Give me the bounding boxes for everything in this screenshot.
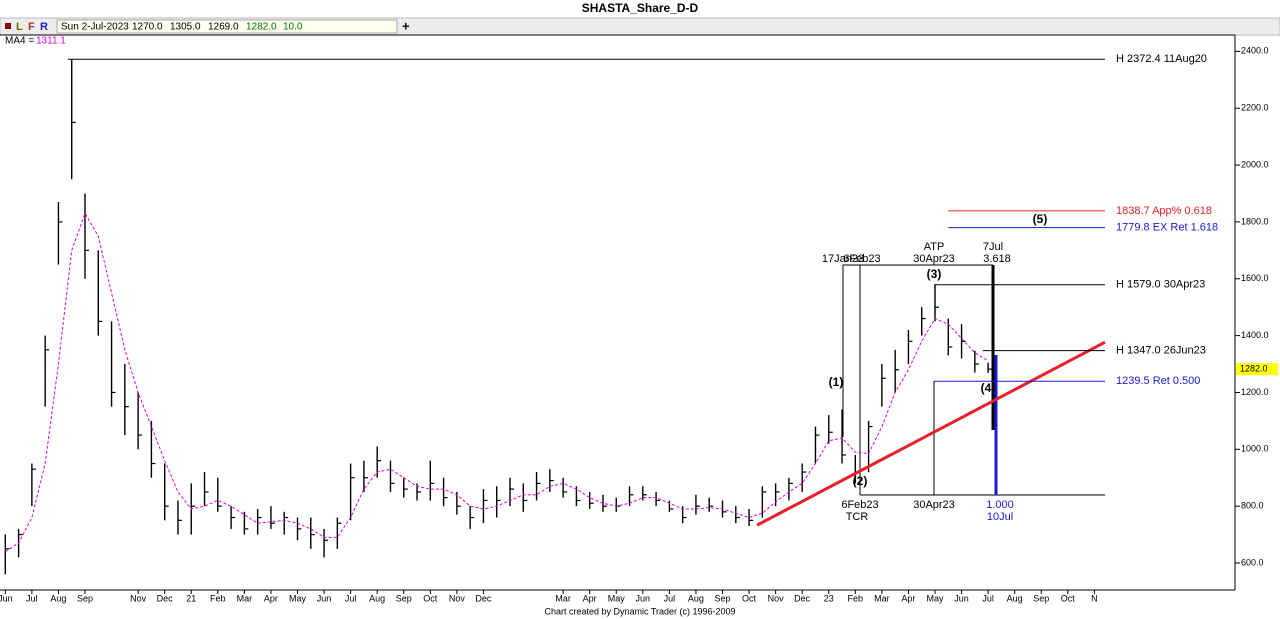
wave-label: (3) [927, 267, 942, 281]
date-note: 1.000 [986, 499, 1014, 511]
level-label: H 1347.0 26Jun23 [1116, 345, 1206, 357]
x-tick-label: 23 [824, 593, 834, 603]
x-tick-label: 21 [186, 593, 196, 603]
x-tick-label: Oct [742, 593, 757, 603]
x-tick-label: Feb [848, 593, 864, 603]
date-note: TCR [846, 511, 869, 523]
x-tick-label: Jun [317, 593, 332, 603]
x-tick-label: Dec [157, 593, 174, 603]
x-tick-label: May [608, 593, 626, 603]
quote-close: 1282.0 [246, 22, 277, 33]
x-tick-label: Jun [636, 593, 651, 603]
wave-label: (4) [981, 381, 996, 395]
x-tick-label: Feb [210, 593, 226, 603]
x-tick-label: Nov [449, 593, 466, 603]
y-tick-label: 1800.0 [1241, 216, 1269, 226]
date-note: 3.618 [983, 253, 1011, 265]
x-tick-label: Dec [794, 593, 811, 603]
date-note: 6Feb23 [841, 499, 878, 511]
x-tick-label: Mar [555, 593, 571, 603]
x-tick-label: Oct [1061, 593, 1076, 603]
trend-line [756, 340, 1106, 527]
x-tick-label: Aug [369, 593, 385, 603]
level-label: 1239.5 Ret 0.500 [1116, 375, 1200, 387]
x-tick-label: Oct [423, 593, 438, 603]
toolbar-button[interactable]: L [16, 21, 23, 33]
ma-line [5, 212, 989, 553]
y-tick-label: 2000.0 [1241, 159, 1269, 169]
x-tick-label: Sep [77, 593, 93, 603]
level-label: 1838.7 App% 0.618 [1116, 205, 1212, 217]
date-note: ATP [924, 241, 945, 253]
legend-value: 1311.1 [36, 36, 66, 47]
quote-date: Sun 2-Jul-2023 [61, 22, 129, 33]
x-tick-label: Mar [237, 593, 253, 603]
x-tick-label: Aug [50, 593, 66, 603]
date-note: 30Apr23 [913, 253, 955, 265]
date-note: 10Jul [987, 511, 1013, 523]
x-tick-label: May [926, 593, 944, 603]
wave-label: (1) [829, 375, 844, 389]
date-note: 30Apr23 [913, 499, 955, 511]
wave-label: (5) [1033, 212, 1048, 226]
y-tick-label: 600.0 [1241, 557, 1264, 567]
wave-label: (2) [853, 474, 868, 488]
y-tick-label: 2400.0 [1241, 46, 1269, 56]
date-note: 7Jul [983, 241, 1003, 253]
x-tick-label: May [289, 593, 307, 603]
x-tick-label: Aug [1007, 593, 1023, 603]
x-tick-label: Sep [1033, 593, 1049, 603]
x-tick-label: Nov [768, 593, 785, 603]
x-tick-label: Apr [583, 593, 597, 603]
legend-label: MA4 = [5, 36, 34, 47]
y-tick-label: 2200.0 [1241, 103, 1269, 113]
toolbar-button[interactable]: F [28, 21, 35, 33]
time-bands [842, 264, 1105, 496]
y-tick-label: 1200.0 [1241, 387, 1269, 397]
quote-low: 1269.0 [208, 22, 239, 33]
add-button[interactable]: + [402, 18, 410, 33]
x-tick-label: Sep [714, 593, 730, 603]
y-tick-label: 1600.0 [1241, 273, 1269, 283]
footer: Chart created by Dynamic Trader (c) 1996… [544, 606, 735, 616]
date-note: 6Feb23 [843, 253, 880, 265]
level-label: H 2372.4 11Aug20 [1116, 53, 1207, 65]
level-label: 1779.8 EX Ret 1.618 [1116, 222, 1218, 234]
x-tick-label: Jul [982, 593, 994, 603]
quote-volume: 10.0 [283, 22, 303, 33]
x-tick-label: Jul [345, 593, 357, 603]
level-label: H 1579.0 30Apr23 [1116, 279, 1205, 291]
chart-title: SHASTA_Share_D-D [582, 1, 699, 15]
date-note: 17Jan23 [822, 253, 864, 265]
y-tick-label: 1400.0 [1241, 330, 1269, 340]
x-tick-label: Mar [874, 593, 890, 603]
y-tick-label: 1000.0 [1241, 444, 1269, 454]
x-tick-label: Dec [475, 593, 492, 603]
x-tick-label: Jul [664, 593, 676, 603]
last-price-tag [1236, 363, 1278, 376]
x-tick-label: Aug [688, 593, 704, 603]
x-tick-label: N [1091, 593, 1098, 603]
y-tick-label: 800.0 [1241, 501, 1264, 511]
x-tick-label: Jul [26, 593, 38, 603]
toolbar-button[interactable]: R [40, 21, 48, 33]
quote-high: 1305.0 [170, 22, 201, 33]
x-tick-label: Jun [954, 593, 969, 603]
quote-open: 1270.0 [132, 22, 163, 33]
x-tick-label: Jun [0, 593, 13, 603]
last-price-label: 1282.0 [1240, 364, 1268, 374]
toolbar-icon[interactable] [5, 23, 11, 29]
x-tick-label: Nov [130, 593, 147, 603]
x-tick-label: Sep [396, 593, 412, 603]
x-tick-label: Apr [264, 593, 278, 603]
x-tick-label: Apr [901, 593, 915, 603]
quote-box [56, 19, 398, 34]
